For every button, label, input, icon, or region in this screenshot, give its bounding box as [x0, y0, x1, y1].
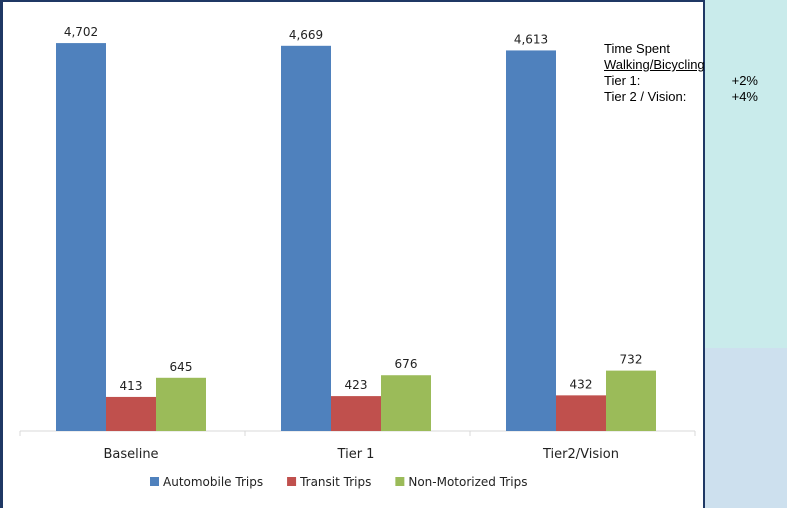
background-panel-bottom — [705, 348, 787, 508]
legend-label: Automobile Trips — [163, 475, 263, 489]
data-label: 432 — [570, 377, 593, 391]
callout-title-line1: Time Spent — [604, 41, 670, 56]
data-labels-group: 4,702 413 645 4,669 423 676 4,613 432 732 — [64, 25, 643, 393]
bar-automobile-trips — [506, 50, 556, 432]
legend-swatch — [287, 477, 297, 486]
callout-title-line2: Walking/Bicycling — [604, 57, 705, 72]
walking-bicycling-callout: Time Spent Walking/Bicycling Tier 1: +2%… — [604, 41, 764, 105]
legend-label: Non-Motorized Trips — [408, 475, 527, 489]
legend-swatch — [395, 477, 405, 486]
x-tick-label: Tier2/Vision — [542, 447, 619, 462]
callout-row-label: Tier 2 / Vision: — [604, 89, 687, 104]
data-label: 413 — [120, 379, 143, 393]
data-label: 4,702 — [64, 25, 98, 39]
bar-transit-trips — [106, 396, 156, 431]
callout-row-value: +2% — [731, 73, 758, 88]
bar-non-motorized-trips — [156, 377, 206, 431]
background-panel-top — [705, 0, 787, 348]
callout-row-label: Tier 1: — [604, 73, 641, 88]
bar-chart: 4,702 413 645 4,669 423 676 4,613 432 732 Baseli… — [19, 25, 696, 489]
bar-non-motorized-trips — [606, 370, 656, 431]
callout-row-tier2-vision: Tier 2 / Vision: +4% — [604, 89, 764, 105]
data-label: 4,613 — [514, 32, 548, 46]
bar-automobile-trips — [281, 45, 331, 432]
bars-group — [56, 43, 656, 432]
legend: Automobile Trips Transit Trips Non-Motoriz… — [150, 475, 527, 489]
callout-row-tier1: Tier 1: +2% — [604, 73, 764, 89]
x-tick-label: Baseline — [103, 447, 158, 462]
data-label: 676 — [395, 357, 418, 371]
data-label: 4,669 — [289, 28, 323, 42]
legend-swatch — [150, 477, 159, 486]
bar-transit-trips — [331, 396, 381, 431]
bar-non-motorized-trips — [381, 375, 431, 431]
bar-automobile-trips — [56, 43, 106, 432]
legend-label: Transit Trips — [299, 475, 371, 489]
bar-transit-trips — [556, 395, 606, 431]
x-ticks-group: Baseline Tier 1 Tier2/Vision — [19, 431, 696, 462]
callout-row-value: +4% — [731, 89, 758, 104]
chart-frame: 4,702 413 645 4,669 423 676 4,613 432 732 Baseli… — [0, 0, 705, 508]
data-label: 732 — [620, 353, 643, 367]
data-label: 645 — [170, 360, 193, 374]
x-tick-label: Tier 1 — [337, 447, 375, 462]
data-label: 423 — [345, 378, 368, 392]
